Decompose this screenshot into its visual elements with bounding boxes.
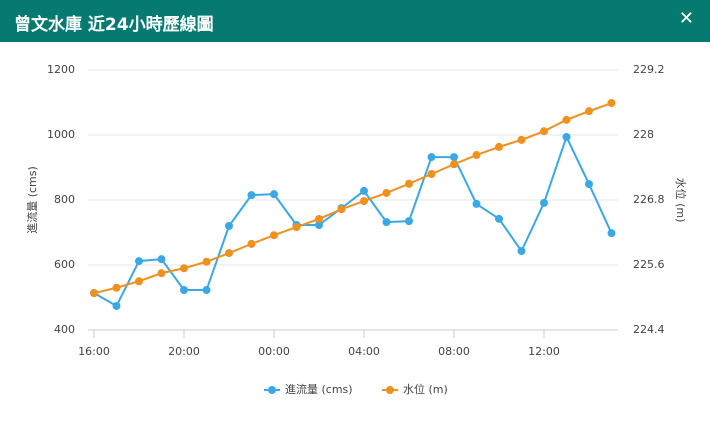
y2-tick-label: 224.4 [633, 323, 665, 336]
data-point [112, 283, 121, 292]
x-tick-label: 20:00 [168, 345, 200, 358]
data-point [337, 205, 346, 214]
data-point [517, 247, 526, 256]
legend-label: 水位 (m) [403, 382, 448, 396]
data-point [225, 249, 233, 258]
modal-title: 曾文水庫 近24小時歷線圖 [14, 15, 214, 35]
data-point [360, 186, 368, 195]
data-point [315, 221, 323, 230]
x-tick-label: 16:00 [78, 345, 110, 358]
y2-tick-label: 225.6 [633, 258, 665, 271]
data-point [495, 142, 503, 151]
data-point [180, 264, 188, 273]
data-point [540, 127, 548, 136]
data-point [472, 199, 481, 208]
data-point [585, 180, 593, 189]
data-point [270, 190, 278, 199]
data-point [382, 188, 391, 197]
x-tick-label: 00:00 [258, 345, 290, 358]
y2-tick-label: 228 [633, 128, 654, 141]
legend-marker [386, 386, 394, 394]
y-tick-label: 800 [54, 193, 75, 206]
data-point [225, 222, 233, 230]
data-point [540, 198, 548, 207]
y-tick-label: 400 [54, 323, 75, 336]
data-point [382, 218, 391, 227]
data-point [202, 257, 211, 266]
data-point [135, 277, 143, 286]
x-tick-label: 12:00 [528, 345, 560, 358]
data-point [247, 239, 256, 248]
chart: 400 600 800 1000 1200 224.4 225.6 226.8 228 229.2… [25, 63, 688, 396]
data-point [562, 132, 571, 141]
y2-tick-label: 229.2 [633, 63, 665, 76]
data-point [607, 99, 616, 108]
data-point [450, 153, 458, 162]
data-point [112, 301, 121, 310]
data-point [517, 135, 526, 144]
data-point [585, 107, 593, 116]
data-point [450, 160, 458, 169]
data-point [157, 255, 166, 264]
data-point [157, 269, 166, 278]
close-button[interactable]: ✕ [678, 8, 694, 29]
data-point [292, 223, 301, 232]
series-line [93, 134, 613, 308]
y-tick-label: 600 [54, 258, 75, 271]
data-point [472, 151, 481, 160]
y-tick-label: 1000 [47, 128, 75, 141]
modal-header: 曾文水庫 近24小時歷線圖 ✕ [0, 0, 710, 42]
data-point [562, 115, 571, 124]
data-point [495, 214, 503, 223]
data-point [202, 286, 211, 295]
data-point [427, 153, 436, 162]
legend-label: 進流量 (cms) [285, 382, 353, 396]
data-point [135, 257, 143, 266]
data-point [607, 229, 616, 238]
x-tick-label: 04:00 [348, 345, 380, 358]
y2-axis-title: 水位 (m) [674, 178, 688, 223]
y-axis-title: 進流量 (cms) [25, 166, 39, 234]
data-point [315, 214, 323, 223]
legend-marker [268, 386, 276, 394]
data-point [90, 289, 98, 298]
y-tick-label: 1200 [47, 63, 75, 76]
data-point [180, 286, 188, 295]
data-point [405, 179, 413, 188]
x-tick-label: 08:00 [438, 345, 470, 358]
y2-tick-label: 226.8 [633, 193, 665, 206]
data-point [405, 217, 413, 226]
data-point [427, 170, 436, 178]
data-point [360, 197, 368, 206]
data-point [270, 231, 278, 240]
data-point [247, 191, 256, 200]
